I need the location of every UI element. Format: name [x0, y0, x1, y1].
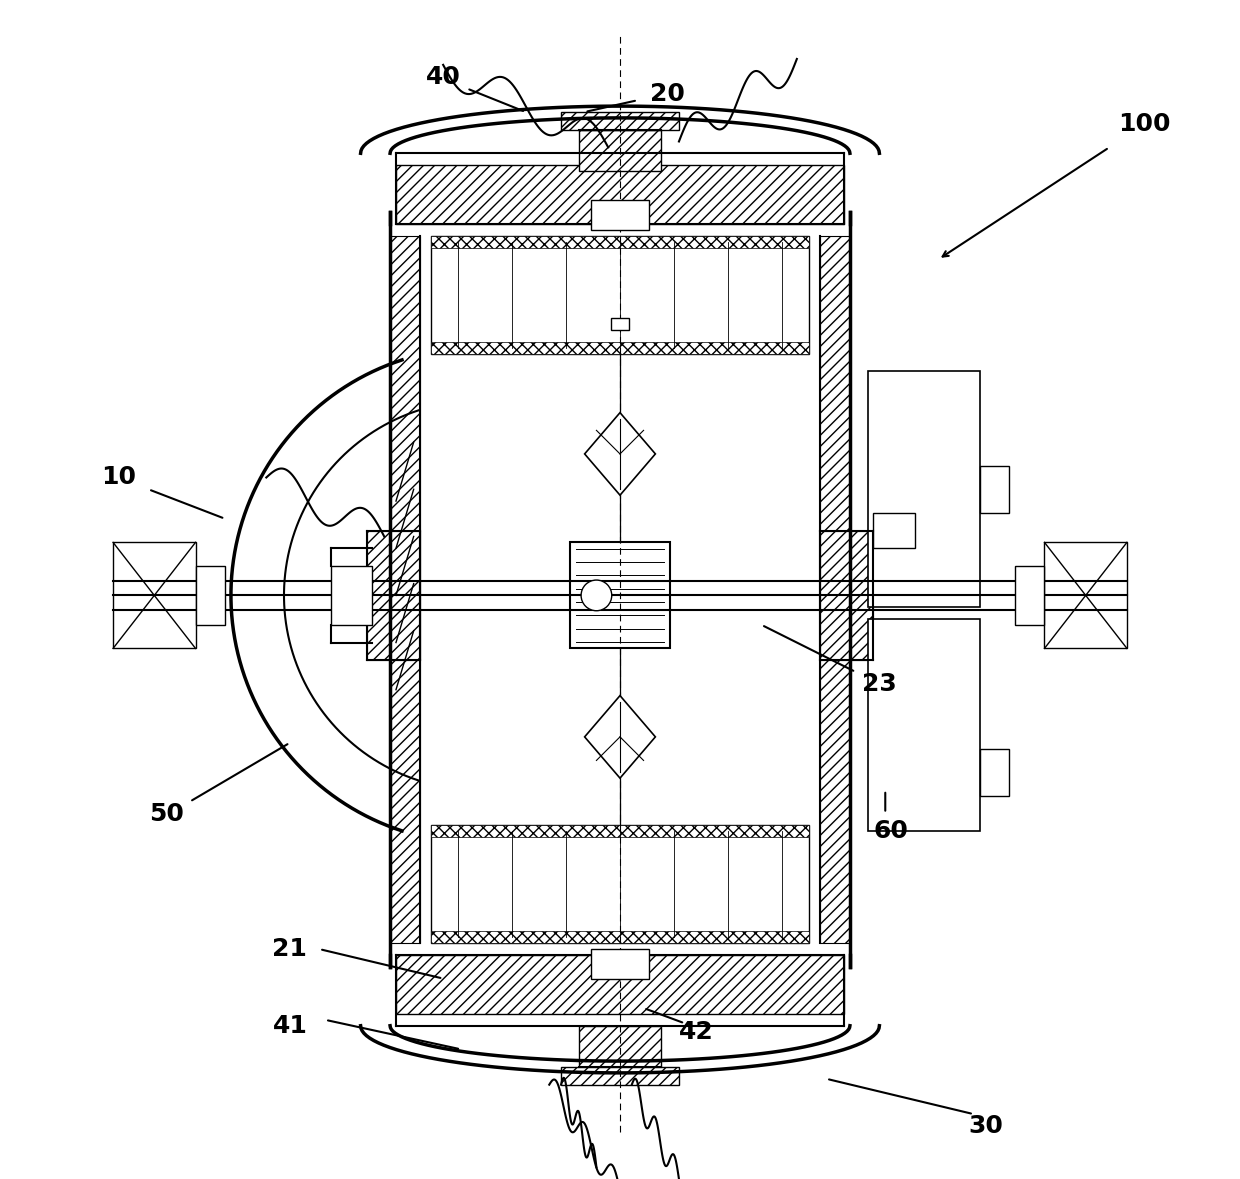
Bar	[432, 236, 808, 354]
Text: 30: 30	[968, 1114, 1003, 1138]
Bar	[432, 236, 808, 248]
Text: 60: 60	[874, 819, 909, 843]
Bar	[331, 566, 372, 625]
Text: 50: 50	[149, 802, 184, 825]
Bar	[821, 531, 873, 660]
Text: 20: 20	[650, 83, 684, 106]
Text: 41: 41	[273, 1014, 308, 1038]
Bar	[579, 130, 661, 171]
Bar	[432, 825, 808, 943]
Bar	[113, 542, 196, 648]
Bar	[331, 566, 372, 625]
Bar	[396, 165, 844, 224]
Text: 23: 23	[862, 672, 897, 696]
Bar	[980, 466, 1009, 513]
Bar	[560, 1067, 680, 1085]
Text: 10: 10	[102, 466, 136, 489]
Polygon shape	[584, 413, 656, 495]
Bar	[432, 825, 808, 837]
Bar	[432, 931, 808, 943]
Bar	[1044, 542, 1127, 648]
Text: 42: 42	[680, 1020, 714, 1043]
Bar	[590, 949, 650, 979]
Bar	[196, 566, 224, 625]
Bar	[396, 955, 844, 1014]
Bar	[560, 112, 680, 130]
Polygon shape	[584, 696, 656, 778]
Bar	[590, 200, 650, 230]
Circle shape	[582, 580, 611, 611]
Bar	[1016, 566, 1044, 625]
Bar	[579, 1026, 661, 1067]
Text: 40: 40	[425, 65, 460, 88]
Bar	[196, 566, 224, 625]
Bar	[821, 236, 849, 943]
Bar	[367, 531, 419, 660]
Text: 21: 21	[273, 937, 308, 961]
Bar	[432, 342, 808, 354]
Bar	[868, 619, 980, 831]
Bar	[391, 236, 419, 943]
Polygon shape	[610, 318, 630, 330]
Bar	[980, 749, 1009, 796]
Bar	[868, 371, 980, 607]
Bar	[570, 542, 670, 648]
Bar	[873, 513, 915, 548]
Bar	[1016, 566, 1044, 625]
Text: 100: 100	[1118, 112, 1171, 136]
